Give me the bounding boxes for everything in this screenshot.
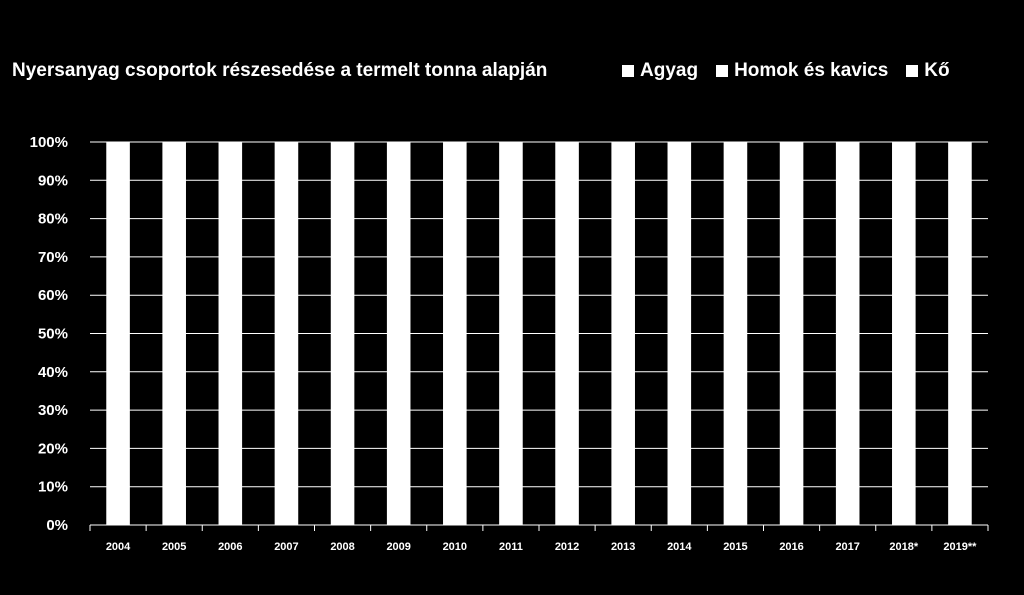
y-tick-label: 30% xyxy=(38,402,68,419)
y-tick-label: 100% xyxy=(30,134,68,151)
x-tick-label: 2017 xyxy=(835,541,859,553)
bar xyxy=(330,142,355,525)
x-tick-label: 2009 xyxy=(386,541,410,553)
bar xyxy=(499,142,523,525)
x-tick-label: 2016 xyxy=(779,541,803,553)
bar xyxy=(835,142,860,525)
y-tick-label: 80% xyxy=(38,211,68,228)
bar xyxy=(948,142,972,525)
x-tick-label: 2007 xyxy=(274,541,298,553)
bar xyxy=(162,142,186,525)
x-tick-label: 2015 xyxy=(723,541,747,553)
bar xyxy=(892,142,916,525)
bar xyxy=(779,142,804,525)
legend-item-homok-es-kavics: Homok és kavics xyxy=(716,60,888,82)
legend-item-ko: Kő xyxy=(906,60,950,82)
x-tick-label: 2014 xyxy=(667,541,692,553)
x-tick-label: 2006 xyxy=(218,541,242,553)
y-tick-label: 0% xyxy=(46,517,68,534)
y-tick-label: 90% xyxy=(38,172,68,189)
chart-title: Nyersanyag csoportok részesedése a terme… xyxy=(12,60,548,81)
bar xyxy=(386,142,411,525)
bar xyxy=(667,142,692,525)
x-tick-label: 2013 xyxy=(611,541,635,553)
x-tick-label: 2018* xyxy=(889,541,918,553)
bar xyxy=(555,142,579,525)
x-tick-label: 2012 xyxy=(555,541,579,553)
x-tick-label: 2004 xyxy=(106,541,131,553)
y-tick-label: 40% xyxy=(38,364,68,381)
y-tick-label: 10% xyxy=(38,479,68,496)
legend-swatch-agyag xyxy=(622,65,634,77)
bar xyxy=(274,142,299,525)
y-tick-label: 60% xyxy=(38,287,68,304)
x-tick-label: 2010 xyxy=(443,541,467,553)
chart-legend: Agyag Homok és kavics Kő xyxy=(622,60,968,82)
x-tick-label: 2005 xyxy=(162,541,186,553)
x-tick-label: 2019** xyxy=(943,541,977,553)
bar xyxy=(106,142,130,525)
bar xyxy=(611,142,635,525)
legend-label-ko: Kő xyxy=(924,60,950,81)
bar xyxy=(723,142,748,525)
bar xyxy=(218,142,243,525)
bar xyxy=(443,142,467,525)
y-tick-label: 20% xyxy=(38,440,68,457)
legend-swatch-homok-es-kavics xyxy=(716,65,729,77)
legend-label-agyag: Agyag xyxy=(640,60,699,81)
y-tick-label: 70% xyxy=(38,249,68,266)
legend-label-homok-es-kavics: Homok és kavics xyxy=(734,60,889,81)
x-tick-label: 2008 xyxy=(330,541,354,553)
x-tick-label: 2011 xyxy=(499,541,523,553)
legend-item-agyag: Agyag xyxy=(622,60,698,82)
y-tick-label: 50% xyxy=(38,326,68,343)
legend-swatch-ko xyxy=(906,65,919,77)
